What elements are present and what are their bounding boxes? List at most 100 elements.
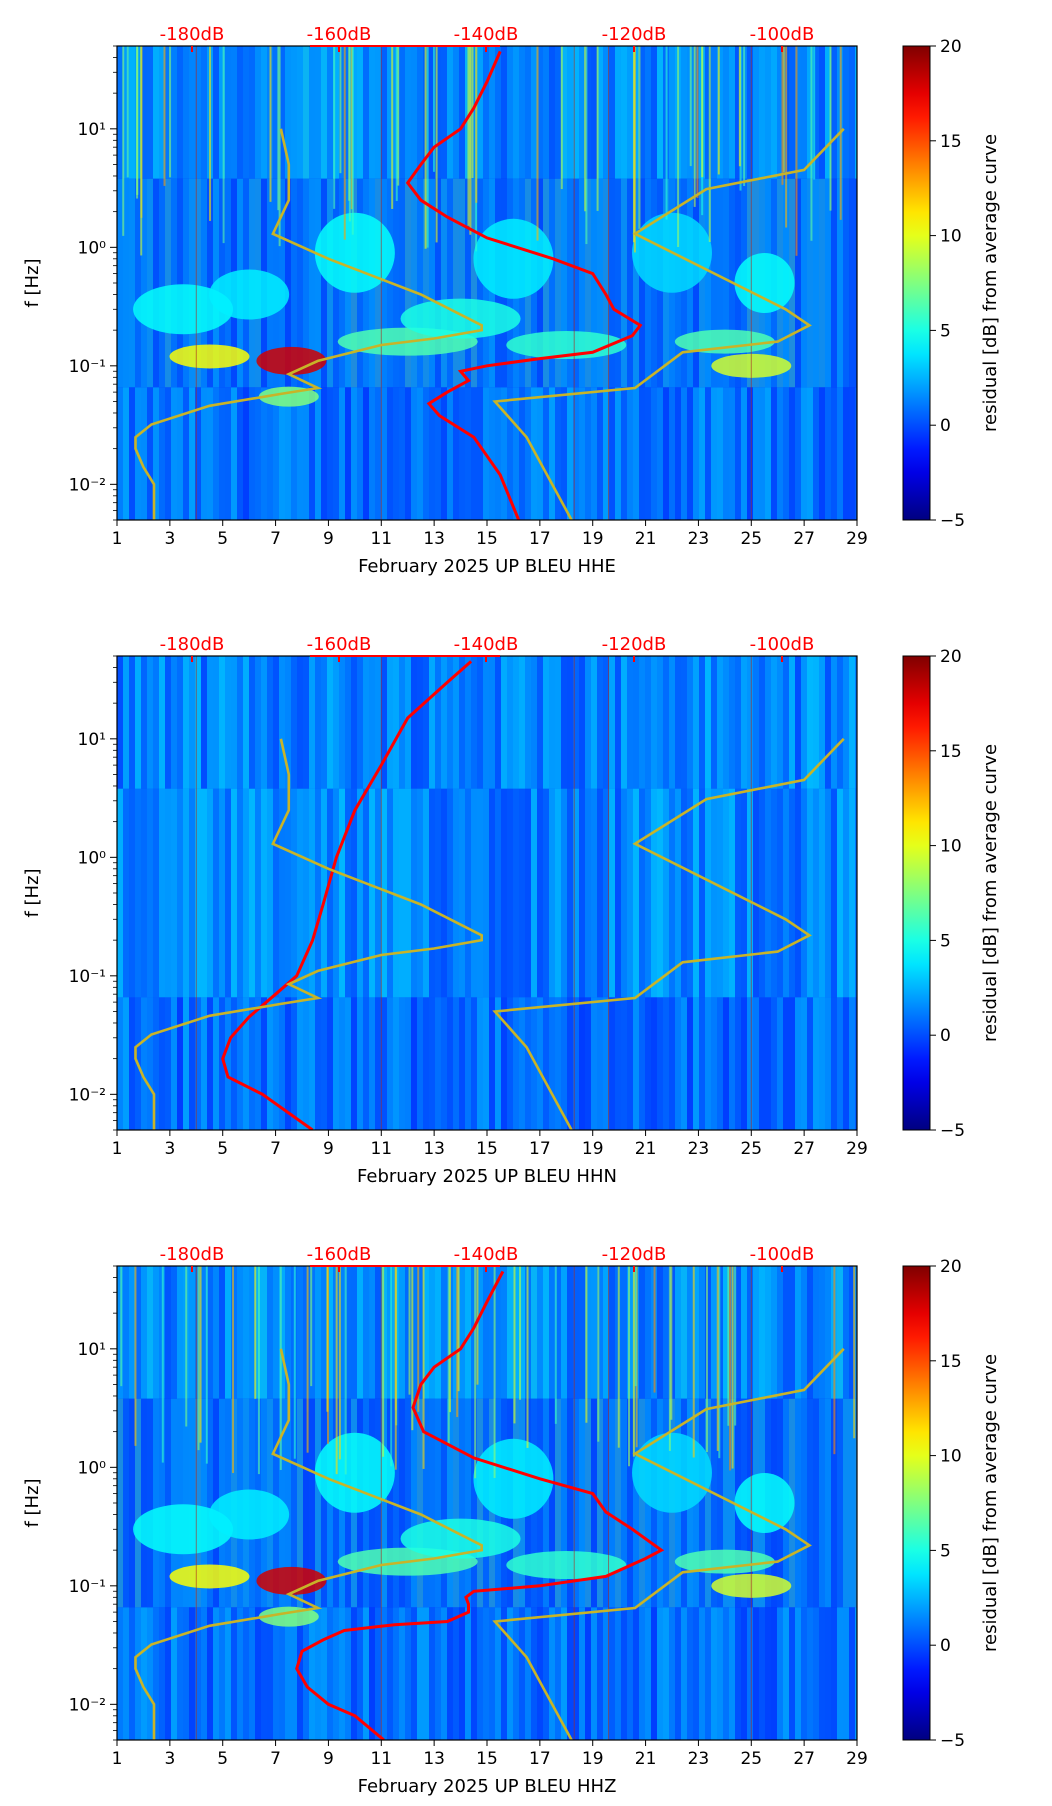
heatmap-cell	[597, 1607, 603, 1740]
heatmap-cell	[213, 997, 219, 1130]
heatmap-cell	[801, 1607, 807, 1740]
heatmap-cell	[543, 1266, 549, 1399]
heatmap-cell	[705, 178, 711, 388]
heatmap-cell	[855, 656, 857, 789]
heatmap-cell	[411, 656, 417, 789]
heatmap-cell	[693, 387, 699, 520]
heatmap-cell	[321, 387, 327, 520]
heatmap-cell	[375, 387, 381, 520]
heatmap-cell	[447, 46, 453, 179]
heatmap-cell	[633, 656, 639, 789]
heatmap-cell	[525, 387, 531, 520]
heatmap-cell	[717, 997, 723, 1130]
energy-streak	[279, 1266, 282, 1470]
heatmap-cell	[717, 788, 723, 998]
db-scale-label: -100dB	[750, 634, 815, 655]
heatmap-cell	[849, 1607, 855, 1740]
heatmap-cell	[471, 656, 477, 789]
heatmap-cell	[261, 387, 267, 520]
heatmap-cell	[519, 997, 525, 1130]
heatmap-cell	[189, 1266, 195, 1399]
heatmap-cell	[177, 387, 183, 520]
x-tick-label: 15	[476, 1139, 498, 1159]
heatmap-cell	[405, 178, 411, 388]
energy-blob	[133, 284, 234, 335]
heatmap-cell	[507, 788, 513, 998]
heatmap-cell	[579, 1398, 585, 1608]
x-tick-label: 3	[164, 529, 175, 549]
heatmap-cell	[693, 788, 699, 998]
heatmap-cell	[303, 46, 309, 179]
colorbar-label: residual [dB] from average curve	[980, 134, 1001, 432]
colorbar-tick-label: 0	[940, 1026, 951, 1046]
heatmap-cell	[315, 46, 321, 179]
heatmap-cell	[633, 178, 639, 388]
heatmap-cell	[219, 387, 225, 520]
heatmap-cell	[447, 1398, 453, 1608]
heatmap-cell	[279, 1266, 285, 1399]
energy-streak	[222, 46, 225, 244]
heatmap-cell	[627, 997, 633, 1130]
heatmap-cell	[669, 788, 675, 998]
heatmap-cell	[393, 997, 399, 1130]
heatmap-cell	[543, 178, 549, 388]
heatmap-cell	[363, 997, 369, 1130]
heatmap-cell	[597, 997, 603, 1130]
energy-streak	[469, 46, 472, 235]
heatmap-cell	[453, 178, 459, 388]
heatmap-cell	[303, 656, 309, 789]
heatmap-cell	[267, 997, 273, 1130]
heatmap-cell	[405, 46, 411, 179]
heatmap-cell	[261, 788, 267, 998]
energy-streak	[185, 1266, 188, 1427]
heatmap-cell	[399, 1398, 405, 1608]
heatmap-cell	[705, 387, 711, 520]
energy-streak	[513, 1266, 516, 1424]
yellow-curve	[134, 1348, 484, 1740]
heatmap-cell	[579, 1266, 585, 1399]
heatmap-cell	[717, 1398, 723, 1608]
heatmap-cell	[609, 997, 615, 1130]
heatmap-cell	[423, 178, 429, 388]
heatmap-cell	[183, 788, 189, 998]
energy-streak	[813, 46, 816, 180]
heatmap-cell	[513, 788, 519, 998]
heatmap-cell	[357, 788, 363, 998]
db-scale-label: -160dB	[307, 1244, 372, 1265]
heatmap-cell	[369, 997, 375, 1130]
x-tick-label: 5	[217, 1139, 228, 1159]
heatmap-cell	[699, 387, 705, 520]
heatmap-cell	[699, 788, 705, 998]
x-tick-label: 23	[688, 529, 710, 549]
heatmap-cell	[429, 178, 435, 388]
heatmap-cell	[147, 1398, 153, 1608]
heatmap-cell	[747, 997, 753, 1130]
heatmap-cell	[603, 1398, 609, 1608]
energy-streak	[693, 46, 696, 207]
heatmap-cell	[237, 1266, 243, 1399]
x-tick-label: 1	[112, 529, 123, 549]
heatmap-cell	[585, 997, 591, 1130]
heatmap-cell	[825, 1607, 831, 1740]
heatmap-area	[117, 1266, 857, 1740]
heatmap-cell	[621, 656, 627, 789]
heatmap-cell	[741, 997, 747, 1130]
heatmap-cell	[849, 178, 855, 388]
x-tick-label: 7	[270, 529, 281, 549]
heatmap-cell	[603, 788, 609, 998]
heatmap-cell	[129, 46, 135, 179]
heatmap-cell	[117, 788, 123, 998]
heatmap-cell	[579, 178, 585, 388]
heatmap-cell	[519, 387, 525, 520]
heatmap-cell	[459, 1607, 465, 1740]
heatmap-cell	[387, 1266, 393, 1399]
heatmap-cell	[237, 46, 243, 179]
heatmap-cell	[465, 387, 471, 520]
heatmap-cell	[435, 788, 441, 998]
heatmap-cell	[129, 997, 135, 1130]
x-tick-label: 15	[476, 529, 498, 549]
heatmap-cell	[165, 1398, 171, 1608]
x-axis-label: February 2025 UP BLEU HHZ	[358, 1776, 617, 1797]
db-scale-label: -120dB	[602, 1244, 667, 1265]
heatmap-cell	[207, 656, 213, 789]
